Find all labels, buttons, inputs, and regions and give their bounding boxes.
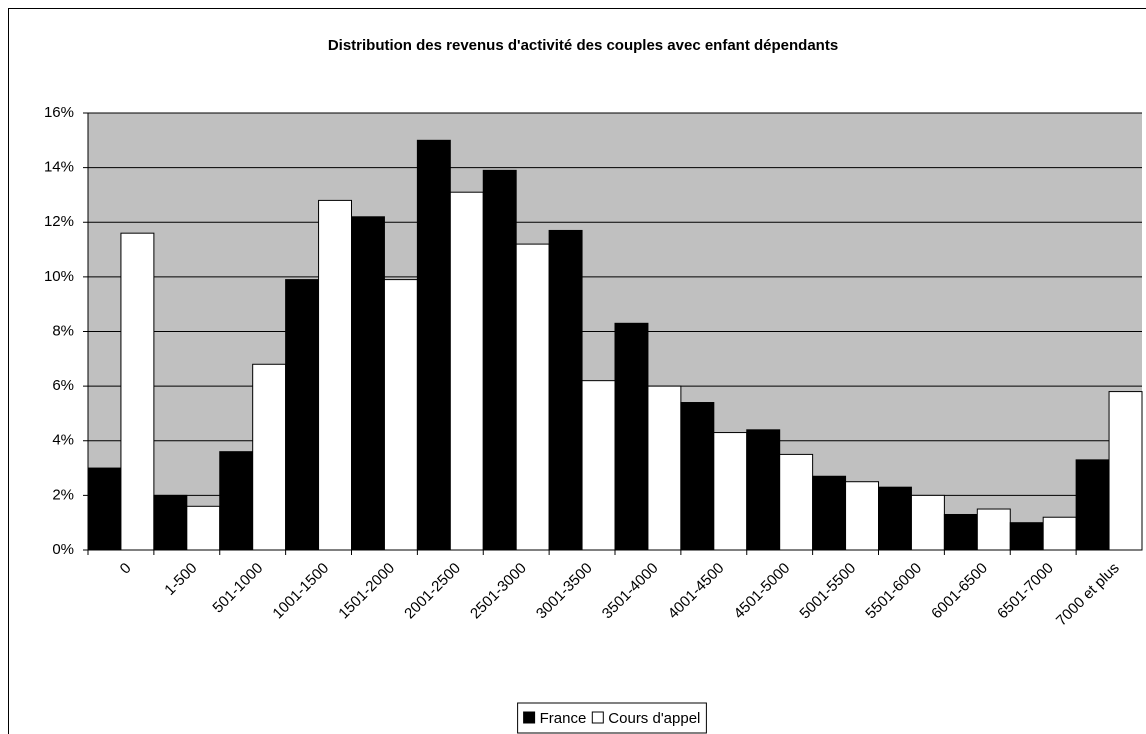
bar <box>1108 391 1143 551</box>
bar <box>87 467 122 551</box>
bar <box>449 191 484 551</box>
bar <box>285 279 320 551</box>
legend-label: Cours d'appel <box>608 710 700 727</box>
bar <box>779 453 814 551</box>
bar <box>878 486 912 551</box>
bar <box>943 513 978 551</box>
bar <box>910 494 945 551</box>
bar <box>416 139 451 551</box>
bar <box>1009 522 1044 551</box>
bar <box>976 508 1011 551</box>
y-tick-label: 8% <box>52 322 74 339</box>
bar <box>680 402 715 551</box>
y-tick-label: 4% <box>52 432 74 449</box>
bar <box>845 481 879 551</box>
bar <box>1042 516 1077 551</box>
y-tick-label: 12% <box>44 213 74 230</box>
y-tick-label: 2% <box>52 486 74 503</box>
bar <box>482 169 517 551</box>
chart-title: Distribution des revenus d'activité des … <box>328 37 838 54</box>
bar <box>219 451 254 551</box>
bar <box>318 199 352 551</box>
y-tick-label: 14% <box>44 159 74 176</box>
y-tick-label: 16% <box>44 104 74 121</box>
bar <box>153 494 188 551</box>
bar <box>186 505 221 551</box>
bar <box>120 232 155 551</box>
bar <box>515 243 550 551</box>
bar <box>252 363 287 551</box>
legend-label: France <box>540 710 587 727</box>
y-tick-label: 10% <box>44 268 74 285</box>
bar <box>614 322 649 551</box>
bar <box>383 279 418 551</box>
bar <box>548 229 583 551</box>
y-tick-label: 6% <box>52 377 74 394</box>
bar <box>1075 459 1110 551</box>
bar <box>581 380 616 551</box>
bar <box>812 475 847 551</box>
y-tick-label: 0% <box>52 541 74 558</box>
legend-swatch <box>591 711 604 724</box>
legend-box <box>517 702 707 734</box>
bar <box>746 429 781 551</box>
bar <box>351 216 385 551</box>
bar <box>647 385 682 551</box>
legend-swatch <box>523 711 536 724</box>
bar <box>713 432 748 551</box>
